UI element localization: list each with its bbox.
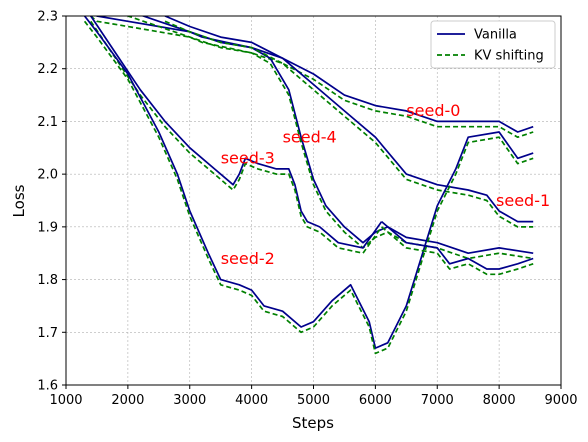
- y-tick-label: 1.7: [37, 326, 58, 341]
- y-tick-label: 1.8: [37, 273, 58, 288]
- annotation-seed-1: seed-1: [496, 191, 550, 210]
- seed-2-vanilla-line: [83, 16, 534, 349]
- annotation-seed-3: seed-3: [221, 149, 275, 168]
- series-group: [83, 16, 534, 355]
- legend: Vanilla KV shifting: [430, 20, 556, 69]
- y-tick-label: 2.0: [37, 168, 58, 183]
- y-tick-label: 1.9: [37, 220, 58, 235]
- seed-2-kv-shifting-line: [83, 20, 534, 355]
- x-tick-label: 7000: [421, 393, 454, 408]
- y-tick-label: 2.3: [37, 10, 58, 25]
- x-axis-label: Steps: [292, 414, 334, 432]
- x-tick-label: 3000: [173, 393, 206, 408]
- seed-3-kv-shifting-line: [90, 20, 383, 255]
- seed-1-vanilla-line: [164, 16, 534, 223]
- y-tick-label: 2.2: [37, 62, 58, 77]
- x-tick-label: 1000: [49, 393, 82, 408]
- y-ticks: 1.6 1.7 1.8 1.9 2.0 2.1 2.2 2.3: [37, 10, 66, 394]
- legend-box: [430, 20, 556, 69]
- x-tick-label: 8000: [483, 393, 516, 408]
- annotation-seed-4: seed-4: [283, 128, 337, 147]
- seed-2-tail-vanilla-line: [381, 220, 534, 270]
- y-tick-label: 1.6: [37, 379, 58, 394]
- annotation-seed-2: seed-2: [221, 249, 275, 268]
- y-axis-label: Loss: [10, 184, 28, 217]
- seed-3-vanilla-line: [90, 16, 383, 249]
- seed-1-kv-shifting-line: [164, 20, 534, 228]
- legend-label-kv-shifting: KV shifting: [474, 49, 544, 64]
- x-tick-label: 2000: [111, 393, 144, 408]
- annotation-seed-0: seed-0: [406, 101, 460, 120]
- x-tick-label: 4000: [235, 393, 268, 408]
- x-ticks: 1000 2000 3000 4000 5000 6000 7000 8000 9000: [49, 385, 578, 408]
- seed-2-tail-kv-shifting-line: [381, 226, 534, 276]
- seed-annotations: seed-0 seed-4 seed-3 seed-1 seed-2: [221, 101, 550, 268]
- x-tick-label: 6000: [359, 393, 392, 408]
- y-tick-label: 2.1: [37, 115, 58, 130]
- legend-label-vanilla: Vanilla: [474, 28, 517, 43]
- x-tick-label: 9000: [544, 393, 577, 408]
- x-tick-label: 5000: [297, 393, 330, 408]
